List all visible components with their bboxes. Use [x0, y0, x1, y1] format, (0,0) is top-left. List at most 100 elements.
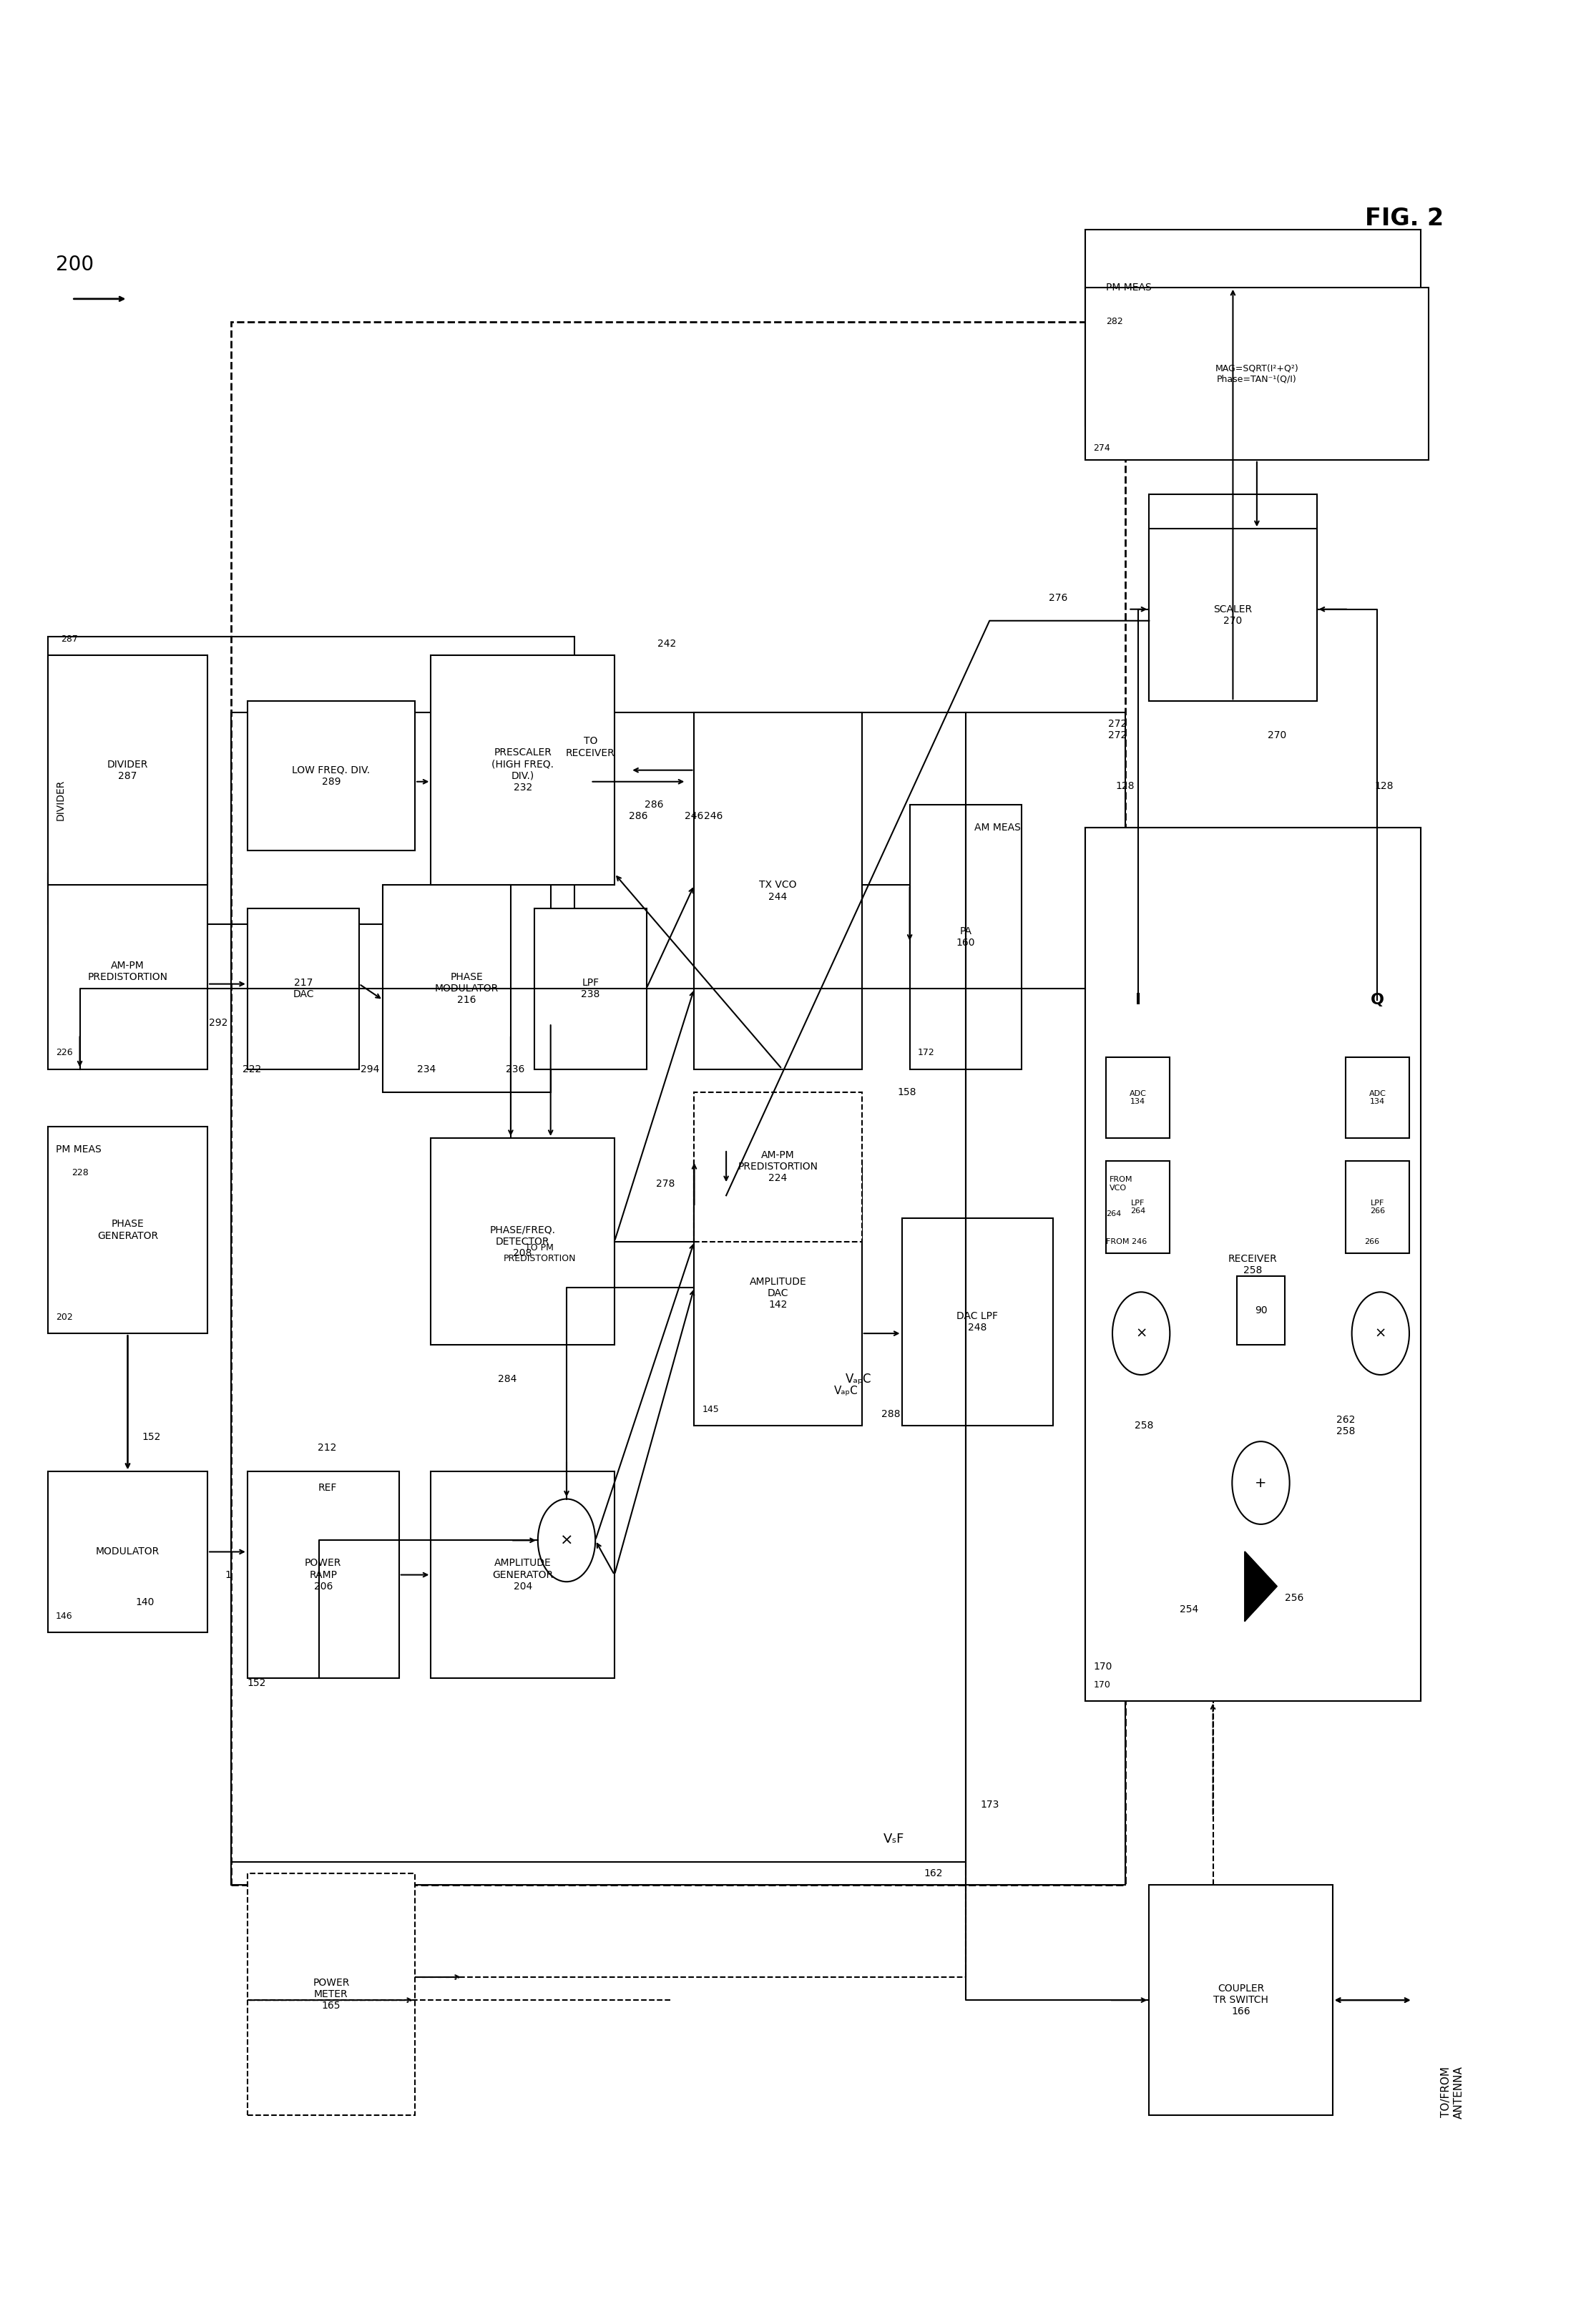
Text: FROM 246: FROM 246 — [1106, 1237, 1148, 1246]
Text: DIVIDER
287: DIVIDER 287 — [107, 759, 148, 782]
FancyBboxPatch shape — [1149, 1885, 1333, 2115]
FancyBboxPatch shape — [48, 1127, 207, 1333]
Text: REF: REF — [318, 1483, 337, 1492]
Text: DAC LPF
248: DAC LPF 248 — [958, 1310, 997, 1333]
Polygon shape — [1245, 1552, 1277, 1621]
Text: 202: 202 — [56, 1313, 73, 1322]
Text: 228: 228 — [72, 1168, 89, 1177]
Text: 145: 145 — [702, 1405, 720, 1414]
Text: SCALER
270: SCALER 270 — [1213, 586, 1253, 609]
FancyBboxPatch shape — [247, 908, 359, 1069]
Text: Q: Q — [1371, 993, 1384, 1007]
Text: 270: 270 — [1267, 731, 1286, 740]
Text: 170: 170 — [1093, 1662, 1112, 1671]
Text: 146: 146 — [56, 1612, 73, 1621]
Text: 266: 266 — [1365, 1237, 1379, 1246]
Text: PHASE
MODULATOR
216: PHASE MODULATOR 216 — [434, 972, 500, 1005]
Text: 262
258: 262 258 — [1336, 1414, 1355, 1437]
FancyBboxPatch shape — [48, 1471, 207, 1632]
Text: AM MEAS: AM MEAS — [974, 823, 1021, 832]
Text: 287: 287 — [61, 635, 78, 644]
FancyBboxPatch shape — [902, 1218, 1053, 1425]
FancyBboxPatch shape — [910, 805, 1021, 1069]
Text: PRESCALER
(HIGH FREQ.
DIV.)
232: PRESCALER (HIGH FREQ. DIV.) 232 — [492, 747, 554, 793]
Text: AMPLITUDE
GENERATOR
204: AMPLITUDE GENERATOR 204 — [492, 1559, 554, 1591]
Text: ADC
134: ADC 134 — [1369, 1090, 1385, 1106]
Text: 128: 128 — [1116, 782, 1135, 791]
FancyBboxPatch shape — [1085, 230, 1420, 425]
FancyBboxPatch shape — [247, 1874, 415, 2115]
Text: 234: 234 — [417, 1064, 436, 1074]
Text: 242: 242 — [658, 639, 677, 648]
Text: 222: 222 — [243, 1064, 262, 1074]
Text: 200: 200 — [56, 255, 94, 274]
Text: 152: 152 — [247, 1678, 267, 1687]
Text: 152: 152 — [142, 1432, 161, 1441]
FancyBboxPatch shape — [1085, 828, 1420, 1701]
Text: FROM
VCO: FROM VCO — [1109, 1177, 1133, 1191]
Text: AMPLITUDE
DAC
142: AMPLITUDE DAC 142 — [750, 1276, 806, 1310]
Text: LPF
264: LPF 264 — [1130, 1200, 1146, 1214]
Text: PM MEAS: PM MEAS — [56, 1145, 102, 1154]
FancyBboxPatch shape — [694, 713, 862, 1069]
Text: MODULATOR: MODULATOR — [96, 1547, 160, 1556]
Text: DIVIDER: DIVIDER — [56, 779, 65, 821]
Text: 140: 140 — [136, 1598, 155, 1607]
FancyBboxPatch shape — [1106, 1058, 1170, 1138]
Text: AM-PM
PREDISTORTION: AM-PM PREDISTORTION — [88, 961, 168, 982]
FancyBboxPatch shape — [48, 655, 207, 885]
Text: ADC
134: ADC 134 — [1130, 1090, 1146, 1106]
Text: 256: 256 — [1285, 1593, 1304, 1602]
Text: 276: 276 — [1049, 593, 1068, 602]
Text: ×: × — [1374, 1327, 1387, 1340]
Text: 217
DAC: 217 DAC — [292, 977, 314, 1000]
FancyBboxPatch shape — [431, 1471, 614, 1678]
Text: +: + — [1254, 1476, 1267, 1490]
Text: 284: 284 — [498, 1375, 517, 1384]
FancyBboxPatch shape — [1149, 529, 1317, 701]
Text: MAG=SQRT(I²+Q²)
Phase=TAN⁻¹(Q/I)
274: MAG=SQRT(I²+Q²) Phase=TAN⁻¹(Q/I) 274 — [1207, 310, 1299, 345]
FancyBboxPatch shape — [1085, 828, 1420, 1701]
Text: 286: 286 — [645, 800, 664, 809]
Text: POWER
METER
165: POWER METER 165 — [313, 1977, 350, 2012]
Text: 286: 286 — [629, 812, 648, 821]
Text: LPF
238: LPF 238 — [581, 977, 600, 1000]
FancyBboxPatch shape — [1085, 287, 1428, 460]
Text: LPF
266: LPF 266 — [1369, 1200, 1385, 1214]
Text: VₛF: VₛF — [883, 1832, 905, 1846]
FancyBboxPatch shape — [431, 655, 614, 885]
FancyBboxPatch shape — [1149, 494, 1317, 701]
Text: 272: 272 — [1108, 720, 1127, 729]
Text: TX VCO
244: TX VCO 244 — [760, 881, 796, 901]
Text: 170: 170 — [1093, 1681, 1111, 1690]
Text: TO/FROM
ANTENNA: TO/FROM ANTENNA — [1441, 2067, 1464, 2117]
FancyBboxPatch shape — [1345, 1161, 1409, 1253]
Text: TO PM
PREDISTORTION: TO PM PREDISTORTION — [503, 1244, 576, 1262]
Text: PHASE
GENERATOR: PHASE GENERATOR — [97, 1218, 158, 1241]
Text: ×: × — [1135, 1327, 1148, 1340]
Text: 236: 236 — [506, 1064, 525, 1074]
Text: 246: 246 — [685, 812, 704, 821]
Text: 254: 254 — [1179, 1605, 1199, 1614]
Text: AM-PM
PREDISTORTION
224: AM-PM PREDISTORTION 224 — [737, 1150, 819, 1184]
Text: VₐₚC: VₐₚC — [846, 1373, 871, 1386]
Text: 258: 258 — [1135, 1421, 1154, 1430]
Text: 173: 173 — [980, 1800, 999, 1809]
Text: 162: 162 — [924, 1869, 943, 1878]
Text: 294: 294 — [361, 1064, 380, 1074]
Text: LOW FREQ. DIV.
289: LOW FREQ. DIV. 289 — [292, 766, 370, 786]
Text: TO
RECEIVER: TO RECEIVER — [567, 736, 614, 759]
Text: 158: 158 — [897, 1087, 916, 1097]
FancyBboxPatch shape — [694, 1092, 862, 1241]
Text: 292: 292 — [209, 1018, 228, 1028]
FancyBboxPatch shape — [48, 874, 207, 1069]
Text: 172: 172 — [918, 1048, 935, 1058]
Text: 212: 212 — [318, 1444, 337, 1453]
Text: 90: 90 — [1254, 1306, 1267, 1315]
Text: ×: × — [560, 1533, 573, 1547]
FancyBboxPatch shape — [247, 701, 415, 851]
Text: VₐₚC: VₐₚC — [833, 1386, 859, 1395]
Text: 282: 282 — [1106, 317, 1124, 326]
Text: 288: 288 — [881, 1409, 900, 1418]
Text: 226: 226 — [56, 1048, 73, 1058]
